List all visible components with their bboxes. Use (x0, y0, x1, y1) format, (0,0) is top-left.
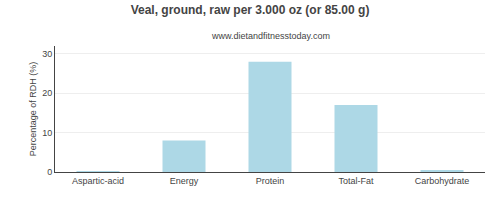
svg-text:www.dietandfitnesstoday.com: www.dietandfitnesstoday.com (211, 31, 330, 41)
svg-text:Carbohydrate: Carbohydrate (415, 176, 470, 186)
svg-text:Protein: Protein (256, 176, 285, 186)
svg-text:Energy: Energy (170, 176, 199, 186)
svg-text:30: 30 (42, 49, 52, 59)
svg-text:Aspartic-acid: Aspartic-acid (72, 176, 124, 186)
svg-text:10: 10 (42, 128, 52, 138)
svg-text:Percentage of RDH (%): Percentage of RDH (%) (28, 62, 38, 157)
svg-text:Veal, ground, raw per 3.000 oz: Veal, ground, raw per 3.000 oz (or 85.00… (131, 3, 370, 17)
svg-text:0: 0 (47, 167, 52, 177)
svg-text:20: 20 (42, 88, 52, 98)
svg-text:Total-Fat: Total-Fat (338, 176, 374, 186)
